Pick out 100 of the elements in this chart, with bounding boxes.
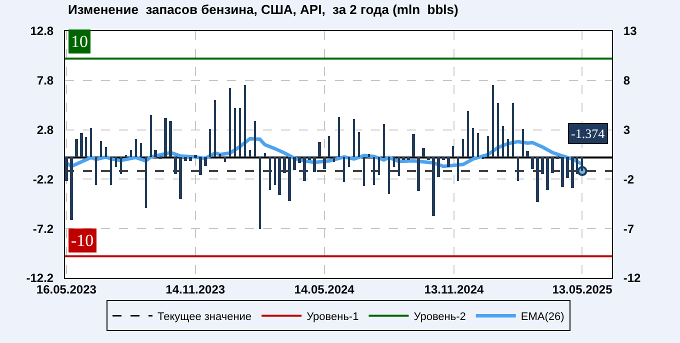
bar <box>174 157 177 174</box>
bar <box>100 141 102 157</box>
bar <box>571 157 574 188</box>
y2-tick-label: 13 <box>623 24 638 38</box>
bar <box>462 139 464 157</box>
bar <box>234 108 236 157</box>
annotation: -10 <box>71 231 94 250</box>
bar <box>303 157 306 181</box>
bar <box>546 157 549 190</box>
bar <box>368 154 370 157</box>
bar <box>363 157 365 186</box>
bar <box>115 157 117 167</box>
bar <box>120 157 122 174</box>
bar <box>561 157 564 187</box>
bar <box>487 136 489 157</box>
y2-tick-label: -7 <box>623 222 634 236</box>
bar <box>447 157 450 167</box>
y2-tick-label: -12 <box>623 271 642 286</box>
bar <box>536 157 539 202</box>
bar <box>140 143 142 157</box>
bar <box>512 103 514 157</box>
bar <box>452 146 454 157</box>
bar <box>224 157 226 162</box>
bar <box>472 128 474 157</box>
bar <box>313 157 316 172</box>
bar <box>169 121 172 157</box>
y-tick-label: -7.2 <box>32 222 54 236</box>
bar <box>293 157 296 170</box>
bar <box>417 157 420 191</box>
bar <box>194 155 197 158</box>
bar <box>422 148 425 157</box>
bar <box>65 157 68 181</box>
bar <box>323 157 326 169</box>
bar <box>502 126 504 157</box>
bar <box>70 157 73 220</box>
x-tick-label: 13.11.2024 <box>424 282 484 296</box>
bar <box>328 136 330 157</box>
bar <box>254 121 256 157</box>
bar <box>150 115 152 157</box>
x-tick-label: 14.11.2023 <box>166 282 226 296</box>
bar <box>130 150 132 157</box>
bar <box>467 111 469 157</box>
annotation: -1.374 <box>571 126 606 141</box>
bar <box>184 157 187 161</box>
bar <box>412 134 415 157</box>
bar <box>298 157 301 163</box>
x-tick-label: 14.05.2024 <box>294 282 355 296</box>
bar <box>442 157 445 160</box>
y-tick-label: 7.8 <box>36 74 54 88</box>
y-tick-label: -2.2 <box>32 172 54 186</box>
bar <box>244 85 246 157</box>
bar <box>214 100 216 157</box>
bar <box>154 150 157 157</box>
bar <box>249 150 251 157</box>
bar <box>80 133 83 157</box>
bar <box>239 108 241 157</box>
bar <box>407 157 410 160</box>
bar <box>566 157 569 178</box>
x-tick-label: 13.05.2025 <box>552 282 613 296</box>
bar <box>164 118 167 157</box>
bar <box>353 119 355 157</box>
legend-label: Уровень-1 <box>306 311 359 324</box>
y2-tick-label: -2 <box>623 172 634 186</box>
bar <box>308 157 311 160</box>
bar <box>531 157 534 169</box>
bar <box>388 157 390 194</box>
bar <box>145 157 147 208</box>
bar <box>259 157 261 229</box>
bar <box>358 132 360 157</box>
bar <box>551 157 554 173</box>
bar <box>427 157 430 160</box>
bar <box>75 139 78 157</box>
bar <box>402 157 405 160</box>
line-series <box>65 136 584 168</box>
legend-label: EMA(26) <box>520 311 564 324</box>
bar <box>179 157 182 199</box>
bar <box>492 85 494 157</box>
bar <box>189 157 192 161</box>
chart-title: Изменение запасов бензина, США, API, за 2 года (mln bbls) <box>68 2 458 18</box>
legend-label: Текущее значение <box>158 311 252 324</box>
bar <box>135 139 137 157</box>
bar <box>264 153 266 157</box>
bar <box>278 157 281 195</box>
y2-tick-label: 3 <box>623 123 630 137</box>
bar <box>199 157 202 175</box>
bar <box>398 157 400 176</box>
bar <box>95 157 97 185</box>
bar <box>522 129 524 157</box>
bar <box>507 139 509 157</box>
bar <box>437 157 440 177</box>
bar <box>110 157 112 185</box>
bar <box>318 142 321 157</box>
bar <box>229 88 231 157</box>
bar <box>373 157 375 185</box>
annotation: 10 <box>71 32 88 51</box>
bar <box>283 157 286 173</box>
bar <box>517 157 519 181</box>
legend-label: Уровень-2 <box>414 311 466 324</box>
bar <box>378 157 380 175</box>
bar <box>348 157 350 167</box>
